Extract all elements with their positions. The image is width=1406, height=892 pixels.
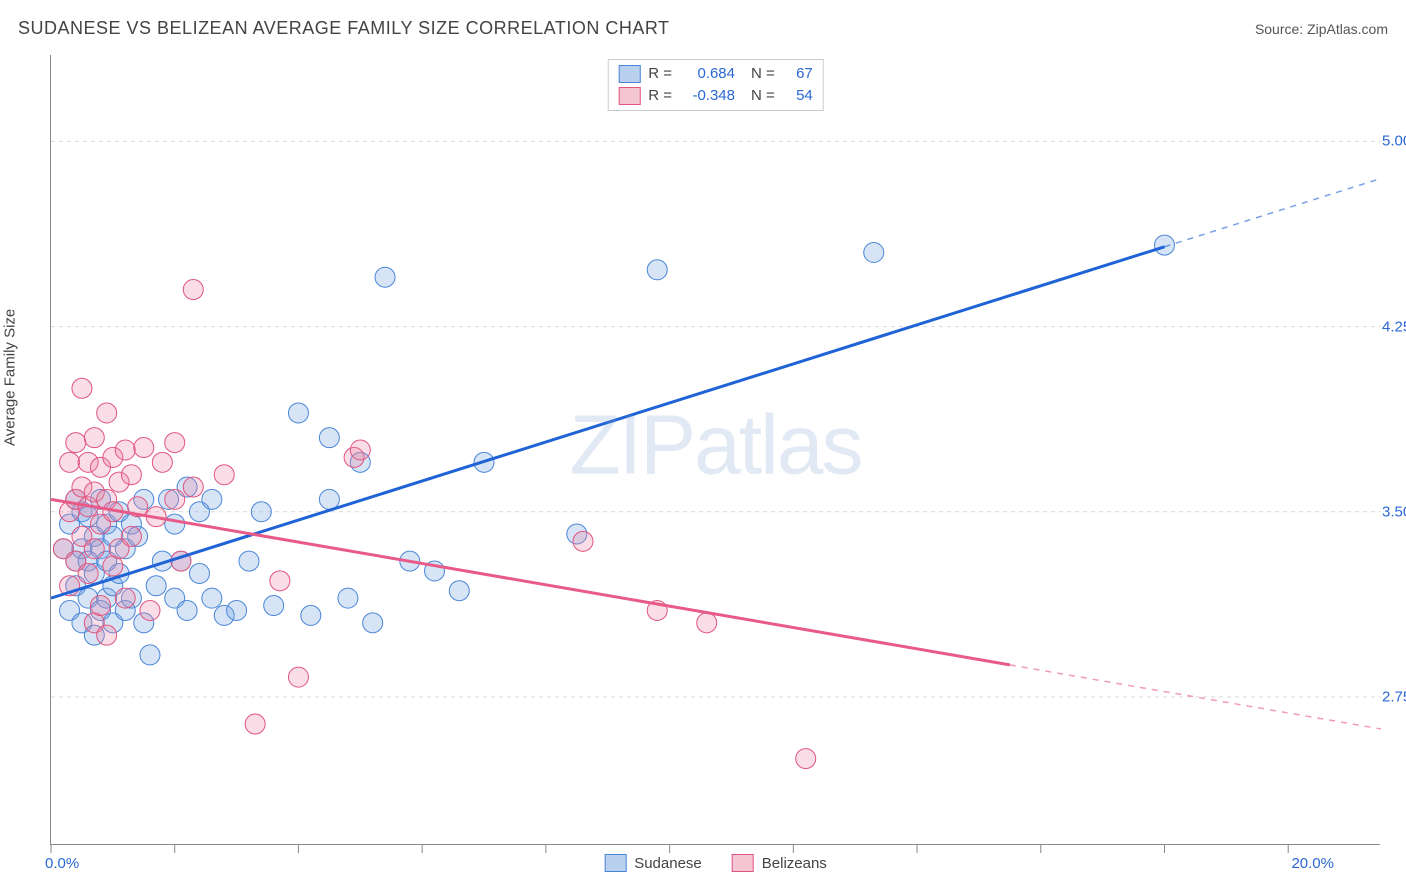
y-tick-label: 5.00	[1382, 133, 1406, 150]
legend-row: R =0.684N =67	[618, 63, 813, 85]
x-max-label: 20.0%	[1291, 855, 1334, 872]
correlation-legend: R =0.684N =67R =-0.348N =54	[607, 59, 824, 111]
y-tick-label: 4.25	[1382, 318, 1406, 335]
y-tick-label: 2.75	[1382, 688, 1406, 705]
series-legend-item: Belizeans	[732, 854, 827, 872]
chart-title: SUDANESE VS BELIZEAN AVERAGE FAMILY SIZE…	[18, 18, 670, 39]
legend-row: R =-0.348N =54	[618, 85, 813, 107]
series-legend: Sudanese Belizeans	[604, 854, 827, 872]
x-min-label: 0.0%	[45, 855, 79, 872]
y-tick-label: 3.50	[1382, 503, 1406, 520]
chart-frame: ZIPatlas R =0.684N =67R =-0.348N =54 Sud…	[50, 55, 1380, 845]
y-axis-label: Average Family Size	[2, 309, 19, 446]
series-legend-item: Sudanese	[604, 854, 702, 872]
source-label: Source: ZipAtlas.com	[1255, 21, 1388, 37]
chart-svg	[51, 55, 1381, 845]
